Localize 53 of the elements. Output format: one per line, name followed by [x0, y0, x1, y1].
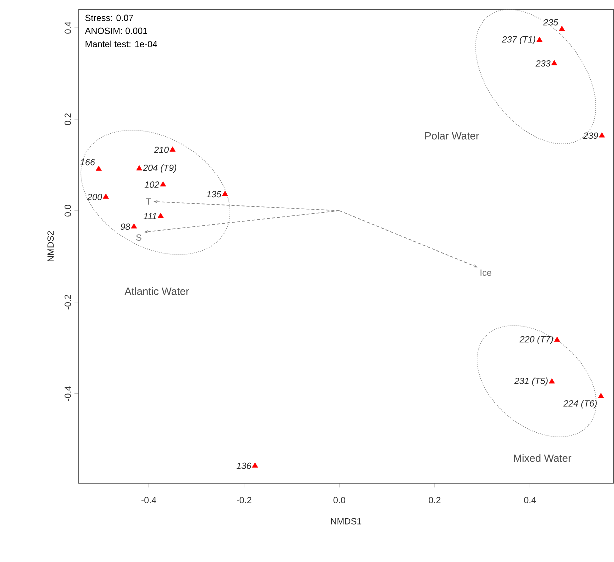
point: [536, 36, 543, 42]
x-tick-label: 0.2: [429, 497, 441, 504]
point: [96, 166, 102, 171]
annotation: 231 (T5): [514, 378, 548, 386]
y-axis-title: NMDS2: [48, 231, 54, 262]
annotation: Mixed Water: [514, 454, 572, 462]
annotation: ANOSIM: 0.001: [85, 28, 148, 34]
point: [554, 336, 560, 342]
point: [549, 378, 556, 384]
point: [160, 181, 166, 186]
annotation: 233: [536, 60, 551, 67]
point: [131, 223, 138, 229]
x-tick-label: 0.0: [334, 497, 346, 504]
annotation: 220 (T7): [520, 336, 554, 344]
annotation: 166: [80, 159, 96, 166]
annotation: 135: [206, 191, 222, 198]
point: [170, 146, 176, 152]
x-tick-label: -0.4: [142, 497, 156, 504]
y-tick-label: 0.4: [64, 22, 72, 34]
point: [598, 392, 604, 398]
point: [599, 132, 606, 138]
x-axis-title: NMDS1: [331, 518, 362, 525]
y-tick-label: -0.2: [64, 294, 72, 310]
point: [222, 190, 228, 196]
annotation: 224 (T6): [564, 400, 597, 408]
annotation: Atlantic Water: [124, 287, 190, 296]
point: [158, 212, 164, 218]
annotation: 239: [583, 132, 598, 139]
x-tick-label: 0.4: [524, 497, 536, 504]
annotation: 237 (T1): [502, 36, 536, 44]
point: [552, 60, 558, 66]
y-tick-label: -0.4: [64, 386, 72, 401]
annotation: 200: [87, 194, 102, 200]
annotation: 235: [543, 19, 558, 26]
annotation: 98: [120, 224, 130, 230]
annotation: Stress: 0.07: [86, 14, 134, 22]
annotation: 204 (T9): [143, 164, 176, 173]
annotation: Polar Water: [426, 132, 480, 140]
annotation: 210: [154, 146, 170, 154]
annotation: 102: [144, 182, 160, 188]
annotation: Mantel test: 1e-04: [86, 40, 158, 48]
y-tick-label: 0.2: [64, 114, 72, 126]
annotation: T: [146, 198, 152, 205]
point: [103, 194, 110, 199]
annotation: S: [136, 234, 142, 241]
point: [252, 462, 258, 468]
annotation: Ice: [480, 270, 492, 276]
x-tick-label: -0.2: [236, 497, 252, 504]
point: [136, 165, 142, 170]
point: [559, 26, 566, 32]
annotation: 136: [236, 462, 252, 470]
y-tick-label: 0.0: [64, 204, 72, 217]
annotation: 111: [144, 213, 156, 220]
